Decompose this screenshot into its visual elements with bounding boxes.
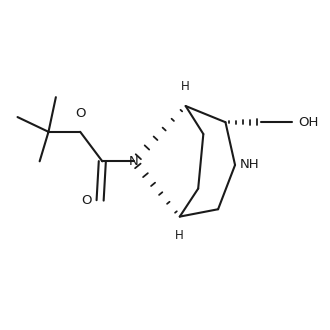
Text: O: O	[82, 194, 92, 207]
Text: H: H	[175, 229, 184, 242]
Text: N: N	[129, 155, 139, 168]
Text: H: H	[181, 81, 190, 93]
Text: O: O	[75, 107, 85, 120]
Text: OH: OH	[298, 116, 318, 129]
Text: NH: NH	[240, 158, 260, 172]
